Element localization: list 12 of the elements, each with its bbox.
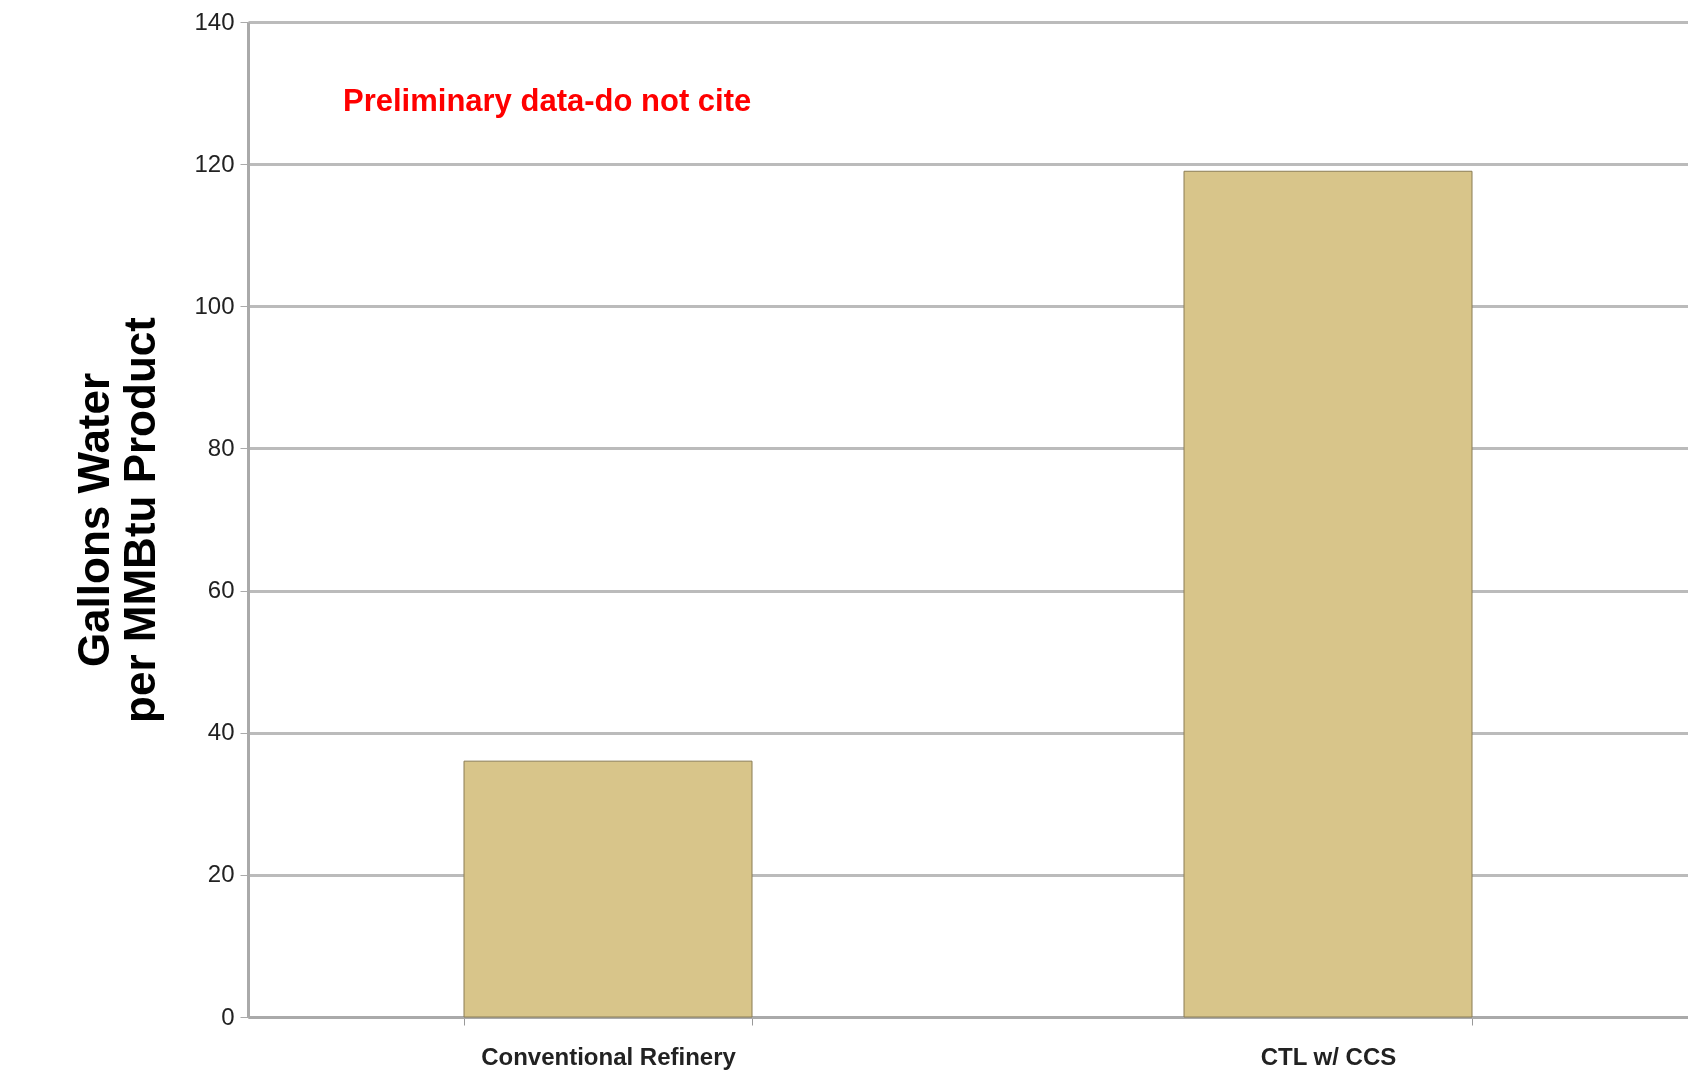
x-tick-label: Conventional Refinery xyxy=(481,1042,737,1070)
y-tick-label: 40 xyxy=(207,718,235,746)
y-tick-label: 80 xyxy=(207,433,235,461)
y-tick-label: 20 xyxy=(207,860,235,888)
y-axis-title: Gallons Water per MMBtu Product xyxy=(69,316,165,723)
x-tick-label: CTL w/ CCS xyxy=(1260,1042,1397,1070)
y-tick-label: 100 xyxy=(194,291,235,319)
y-tick-label: 120 xyxy=(194,149,235,177)
annotation: Preliminary data-do not cite xyxy=(343,83,752,118)
y-tick-label: 0 xyxy=(221,1002,235,1030)
y-tick-label: 60 xyxy=(207,576,235,604)
y-tick-label: 140 xyxy=(194,7,235,35)
